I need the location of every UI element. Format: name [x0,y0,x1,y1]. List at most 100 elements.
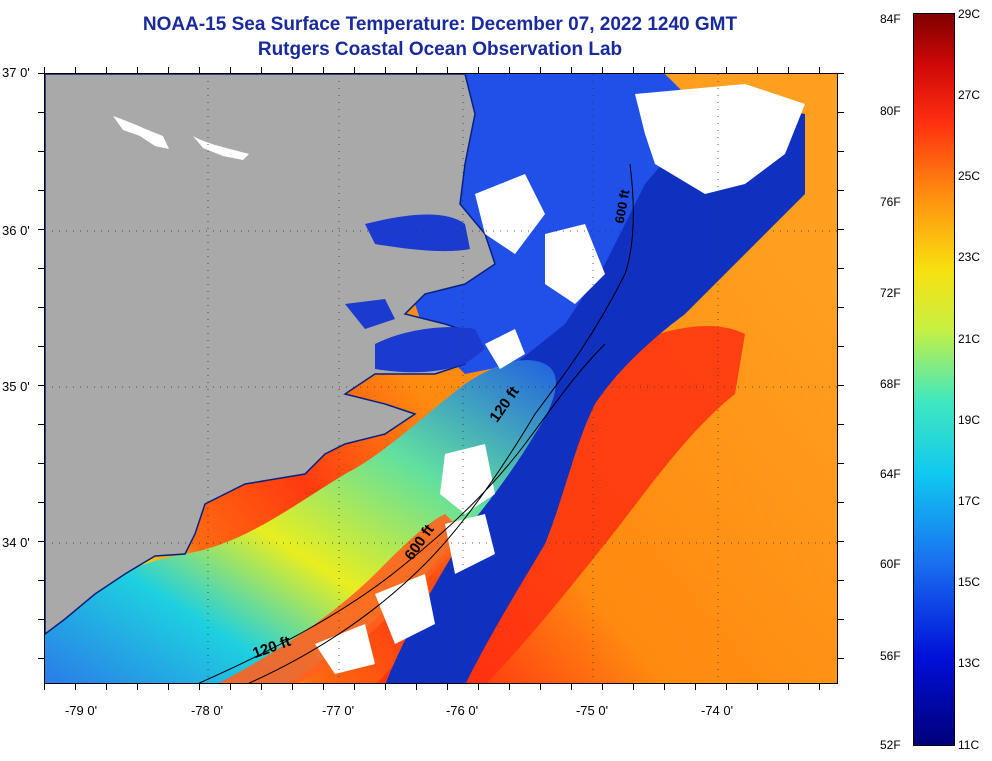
cbar-f-60: 60F [880,557,901,571]
sst-map: 120 ft 600 ft 120 ft 600 ft [44,73,838,684]
axis-tick [664,67,665,73]
axis-tick [106,67,107,73]
axis-tick [292,67,293,73]
axis-tick [38,580,44,581]
axis-tick [838,580,844,581]
inland-water-1 [113,116,169,149]
cbar-f-64: 64F [880,467,901,481]
cbar-c-27: 27C [958,88,981,102]
axis-tick [261,67,262,73]
axis-tick [75,684,76,690]
axis-tick [447,67,448,73]
cloud-5 [375,574,435,644]
axis-tick [602,684,603,690]
axis-tick [838,502,844,503]
axis-tick [509,67,510,73]
axis-tick [44,67,45,73]
cbar-c-29: 29C [958,7,981,21]
axis-tick [838,307,844,308]
axis-tick [38,151,44,152]
axis-tick [838,112,844,113]
axis-tick [354,684,355,690]
axis-tick [540,684,541,690]
axis-tick [478,684,479,690]
cbar-f-52: 52F [880,738,901,752]
axis-tick [292,684,293,690]
axis-tick [838,619,844,620]
axis-tick [199,684,200,690]
sound-inlet [345,299,395,329]
axis-tick [416,67,417,73]
cloud-2 [545,224,605,304]
lon-label-74: -74 0' [700,703,734,718]
axis-tick [788,67,789,73]
axis-tick [664,684,665,690]
map-title: NOAA-15 Sea Surface Temperature: Decembe… [142,14,738,35]
axis-tick [44,684,45,690]
land-mass [45,74,496,635]
cloud-4 [445,514,495,574]
sst-map-svg [45,74,837,683]
axis-tick [38,190,44,191]
axis-tick [788,684,789,690]
axis-tick [38,619,44,620]
axis-tick [38,424,44,425]
axis-tick [38,385,44,386]
axis-tick [838,463,844,464]
north-coastal-water [405,74,705,374]
axis-tick [38,541,44,542]
colorbar-gradient [914,14,954,745]
cbar-c-19: 19C [958,413,981,427]
axis-tick [137,67,138,73]
axis-tick [540,67,541,73]
axis-tick [75,67,76,73]
axis-tick [416,684,417,690]
axis-tick [323,684,324,690]
axis-tick [38,112,44,113]
cbar-c-17: 17C [958,494,981,508]
axis-tick [695,67,696,73]
cbar-c-11: 11C [958,738,980,752]
axis-tick [509,684,510,690]
axis-tick [838,424,844,425]
lat-label-34: 34 0' [2,535,30,550]
cbar-c-13: 13C [958,656,981,670]
cbar-f-80: 80F [880,104,901,118]
lon-label-77: -77 0' [321,703,355,718]
axis-tick [838,73,844,74]
axis-tick [757,684,758,690]
axis-tick [447,684,448,690]
lat-label-36: 36 0' [2,223,30,238]
axis-tick [838,346,844,347]
axis-tick [838,151,844,152]
axis-tick [838,541,844,542]
axis-tick [726,684,727,690]
axis-tick [168,67,169,73]
shelf-water [45,360,556,683]
cbar-f-76: 76F [880,195,901,209]
cbar-f-56: 56F [880,649,901,663]
warm-nearshore-south [218,514,465,683]
cloud-7 [485,329,525,369]
cbar-c-21: 21C [958,332,981,346]
axis-tick [137,684,138,690]
cloud-offshore [655,124,735,174]
axis-tick [38,229,44,230]
cloud-6 [315,624,375,674]
cbar-f-68: 68F [880,377,901,391]
axis-tick [230,67,231,73]
axis-tick [838,268,844,269]
axis-tick [38,346,44,347]
isobath-120ft [198,343,606,683]
lon-label-79: -79 0' [64,703,98,718]
axis-tick [838,229,844,230]
isobath-600ft [248,163,634,683]
axis-tick [38,463,44,464]
albemarle-sound [365,214,470,252]
axis-tick [726,67,727,73]
colorbar [913,13,955,746]
axis-tick [478,67,479,73]
axis-tick [38,307,44,308]
cbar-f-84: 84F [880,12,901,26]
axis-tick [38,658,44,659]
